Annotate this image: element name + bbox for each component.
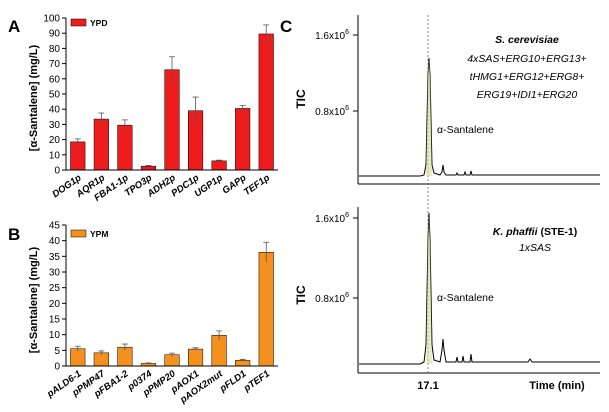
panel-b-ytick-label: 15	[49, 315, 61, 326]
panel-b-error-bar	[239, 359, 246, 362]
panel-a-ytick-label: 50	[49, 90, 61, 101]
panel-a-ytick-label: 30	[49, 120, 61, 131]
panel-a-error-bar	[98, 112, 105, 126]
organism-label-bottom: K. phaffii (STE-1)	[493, 226, 577, 238]
genotype-line-1-bottom: 1xSAS	[519, 242, 551, 254]
genotype-line-3-top: ERG19+IDI1+ERG20	[477, 89, 578, 101]
panel-b-bar-pald6-1	[70, 348, 86, 367]
panel-a-error-bar	[121, 119, 128, 131]
panel-a-letter: A	[8, 17, 20, 36]
genotype-line-2-top: tHMG1+ERG12+ERG8+	[470, 71, 585, 83]
panel-b-y-axis-label: [α-Santalene] (mg/L)	[28, 246, 40, 353]
panel-c-letter: C	[280, 17, 292, 36]
panel-b-bar-ptef1	[258, 252, 274, 367]
panel-b-ytick-label: 45	[49, 221, 61, 232]
panel-b-y-ticks: 0 5 10 15 20 25 30 35 40 45	[49, 221, 66, 373]
panel-b-error-bar	[192, 347, 199, 351]
panel-c: C 1.6x106 0.8x106 TIC 1.6x106 0.8x106 TI…	[280, 15, 600, 392]
panel-c-top-ytick-label-1: 1.6x106	[315, 29, 349, 42]
panel-b-ytick-label: 5	[54, 346, 60, 357]
panel-b-ytick-label: 25	[49, 283, 61, 294]
panel-a-bar-gapp	[235, 108, 251, 171]
panel-a-error-bar	[239, 105, 246, 112]
panel-a-ytick-label: 90	[49, 29, 61, 40]
panel-b-bars	[70, 241, 274, 367]
panel-b-ytick-label: 0	[54, 362, 60, 373]
panel-c-x-tick-label: 17.1	[417, 380, 438, 392]
peak-fill-bottom	[426, 213, 432, 364]
panel-b-bar-paox2mut	[211, 335, 227, 367]
panel-a-y-axis-label: [α-Santalene] (mg/L)	[28, 44, 40, 151]
panel-b-bar-ppmp20	[164, 354, 180, 367]
panel-c-x-axis-label: Time (min)	[529, 380, 585, 392]
panel-b-error-bar	[169, 352, 175, 357]
panel-b-category-label: pFLD1	[217, 368, 248, 395]
panel-b-error-bar	[216, 330, 223, 340]
panel-a-bar-tef1p	[258, 33, 274, 171]
panel-b-bar-ppmp47	[93, 352, 109, 367]
panel-a-legend-swatch	[70, 18, 87, 27]
panel-c-top-ytick-label-2: 0.8x106	[315, 105, 349, 118]
panel-a-error-bar	[74, 138, 81, 145]
panel-a: A [α-Santalene] (mg/L) 0 10 20 30 40 50 60 70 80…	[8, 14, 278, 204]
panel-a-error-bar	[263, 24, 270, 44]
panel-b-category-labels: pALD6-1pPMP47pFBA1-2p0374pPMP20pAOX1pAOX…	[44, 368, 272, 406]
panel-a-ytick-label: 100	[43, 14, 60, 25]
panel-a-category-label: TEF1p	[242, 172, 272, 198]
panel-a-error-bar	[145, 165, 152, 167]
panel-b-error-bar	[263, 241, 270, 263]
panel-a-ytick-label: 70	[49, 59, 61, 70]
panel-c-bottom-y-axis-label: TIC	[294, 285, 308, 305]
panel-b-ytick-label: 10	[49, 330, 61, 341]
panel-a-bar-aqr1p	[93, 118, 109, 171]
organism-label-top: S. cerevisiae	[495, 34, 559, 46]
panel-a-category-labels: DOG1pAQR1pFBA1-1pTPO3pADH2pPDC1pUGP1pGAP…	[50, 172, 272, 204]
panel-b-ytick-label: 40	[49, 236, 61, 247]
panel-a-bar-dog1p	[70, 141, 86, 171]
panel-a-bars	[70, 24, 274, 171]
panel-b-error-bar	[74, 345, 81, 352]
panel-a-error-bar	[169, 56, 175, 83]
panel-a-ytick-label: 0	[54, 166, 60, 177]
panel-b-category-label: pTEF1	[241, 368, 272, 394]
panel-b-legend-label: YPM	[90, 229, 108, 239]
peak-label-bottom: α-Santalene	[437, 292, 494, 304]
panel-b-ytick-label: 35	[49, 252, 61, 263]
panel-b-error-bar	[145, 362, 152, 365]
panel-a-ytick-label: 80	[49, 44, 61, 55]
panel-c-bottom-ytick-label-1: 1.6x106	[315, 212, 349, 225]
chromatogram-trace-top	[359, 57, 600, 177]
panel-a-error-bar	[216, 159, 223, 162]
panel-c-top-y-axis-label: TIC	[294, 89, 308, 109]
peak-label-top: α-Santalene	[437, 124, 494, 136]
panel-b-bar-paox1	[188, 348, 204, 367]
panel-a-ytick-label: 10	[49, 150, 61, 161]
panel-b-legend-swatch	[70, 229, 87, 238]
panel-a-error-bar	[192, 96, 199, 125]
panel-b-error-bar	[98, 350, 105, 355]
panel-a-ytick-label: 40	[49, 105, 61, 116]
panel-a-bar-fba1-1p	[117, 124, 133, 171]
genotype-line-1-top: 4xSAS+ERG10+ERG13+	[467, 53, 586, 65]
panel-a-bar-ugp1p	[211, 160, 227, 171]
panel-c-bottom-ytick-label-2: 0.8x106	[315, 292, 349, 305]
panel-a-y-ticks: 0 10 20 30 40 50 60 70 80 90 100	[43, 14, 66, 177]
panel-a-ytick-label: 20	[49, 135, 61, 146]
panel-b-ytick-label: 30	[49, 268, 61, 279]
panel-b-ytick-label: 20	[49, 299, 61, 310]
peak-fill-top	[426, 58, 432, 176]
panel-b: B [α-Santalene] (mg/L) 0 5 10 15 20 25 30 35 40 4…	[8, 221, 278, 406]
panel-a-legend-label: YPD	[90, 18, 107, 28]
panel-b-error-bar	[121, 343, 128, 351]
panel-a-ytick-label: 60	[49, 74, 61, 85]
panel-b-letter: B	[8, 225, 20, 244]
panel-a-bar-adh2p	[164, 69, 180, 171]
